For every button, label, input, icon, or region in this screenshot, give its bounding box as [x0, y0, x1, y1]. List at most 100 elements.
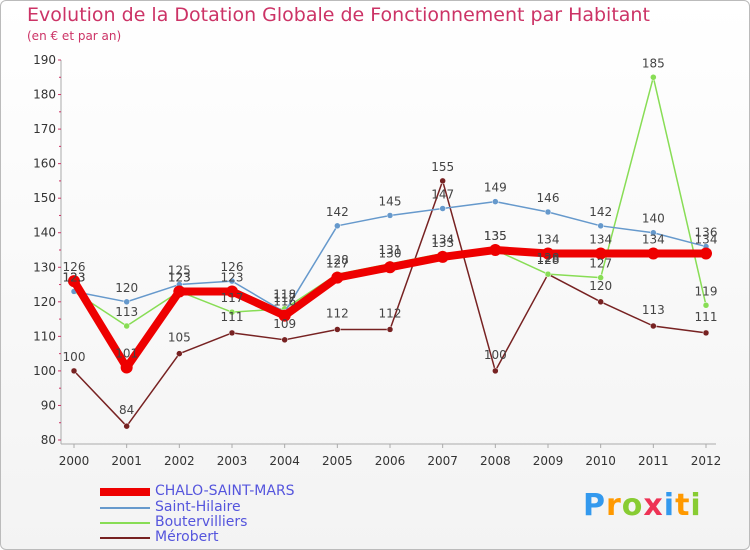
point-label: 100: [484, 348, 507, 362]
y-tick-label: 190: [33, 53, 56, 67]
x-tick-label: 2002: [164, 454, 195, 468]
point-label: 133: [431, 236, 454, 250]
point-label: 130: [379, 246, 402, 260]
data-point: [700, 247, 712, 260]
proxiti-logo: Proxiti: [583, 488, 702, 523]
legend-swatch: [100, 507, 150, 509]
logo-letter: i: [690, 488, 702, 523]
point-label: 128: [326, 253, 349, 267]
data-point: [228, 277, 236, 285]
x-tick-label: 2006: [375, 454, 406, 468]
point-label: 140: [642, 212, 665, 226]
point-label: 155: [431, 160, 454, 174]
y-tick-label: 130: [33, 260, 56, 274]
data-point: [436, 250, 449, 263]
data-point: [278, 309, 291, 322]
series-layer: [68, 74, 712, 430]
data-point: [544, 208, 552, 216]
legend-label: CHALO-SAINT-MARS: [155, 483, 295, 499]
point-label: 123: [168, 270, 191, 284]
legend-swatch: [100, 488, 150, 496]
logo-letter: r: [606, 488, 622, 523]
point-label: 118: [273, 288, 296, 302]
data-point: [597, 274, 604, 281]
data-point: [226, 285, 238, 298]
data-point: [123, 322, 130, 330]
point-label: 123: [63, 270, 86, 284]
point-label: 117: [221, 291, 244, 305]
data-point: [176, 350, 183, 357]
point-label: 127: [326, 257, 349, 271]
x-tick-label: 2011: [638, 454, 669, 468]
data-point: [594, 247, 607, 260]
point-label: 146: [537, 191, 560, 205]
point-label: 134: [589, 232, 612, 246]
point-label: 128: [537, 251, 560, 265]
y-tick-label: 110: [33, 329, 56, 343]
y-tick-label: 90: [41, 398, 56, 412]
point-label: 134: [537, 232, 560, 246]
point-label: 126: [221, 260, 244, 274]
y-tick-label: 80: [41, 433, 56, 447]
data-point: [331, 271, 344, 284]
point-label: 105: [168, 331, 191, 345]
chart-subtitle: (en € et par an): [27, 29, 122, 43]
data-point: [544, 270, 552, 278]
point-label: 113: [115, 305, 138, 319]
data-point: [228, 329, 236, 337]
point-label: 145: [379, 194, 402, 208]
y-tick-label: 140: [33, 226, 56, 240]
point-label: 112: [326, 306, 349, 320]
point-label: 111: [221, 310, 244, 324]
point-label: 123: [221, 270, 244, 284]
data-point: [542, 247, 554, 260]
y-tick-label: 160: [33, 157, 56, 171]
legend-swatch: [100, 537, 150, 539]
point-label: 120: [589, 279, 612, 293]
data-point: [70, 367, 78, 375]
y-tick-label: 170: [33, 122, 56, 136]
point-label: 123: [168, 270, 191, 284]
y-tick-label: 180: [33, 88, 56, 102]
x-tick-label: 2009: [533, 454, 564, 468]
data-point: [120, 361, 133, 374]
data-point: [650, 322, 657, 330]
point-label: 131: [379, 243, 402, 257]
point-label: 134: [642, 232, 665, 246]
y-tick-label: 100: [33, 364, 56, 378]
chart-title: Evolution de la Dotation Globale de Fonc…: [27, 4, 650, 26]
data-point: [439, 205, 446, 212]
data-point: [228, 308, 236, 316]
x-tick-label: 2001: [111, 454, 142, 468]
data-point: [647, 247, 660, 260]
data-point: [702, 302, 710, 309]
data-point: [281, 336, 288, 344]
data-point: [123, 298, 130, 306]
point-label: 134: [431, 232, 454, 246]
point-label: 111: [695, 310, 718, 324]
point-label: 125: [168, 264, 191, 278]
data-point: [702, 329, 710, 337]
logo-letter: o: [621, 488, 644, 523]
data-point: [492, 367, 499, 375]
legend-swatch: [100, 522, 150, 524]
logo-letter: x: [643, 488, 664, 523]
x-tick-label: 2003: [217, 454, 248, 468]
point-label: 120: [115, 281, 138, 295]
data-point: [386, 326, 394, 333]
point-label: 113: [642, 303, 665, 317]
data-point: [384, 261, 396, 274]
point-label: 112: [379, 306, 402, 320]
point-label: 100: [63, 350, 86, 364]
logo-letter: P: [583, 488, 606, 523]
x-tick-label: 2005: [322, 454, 353, 468]
point-label: 136: [695, 226, 718, 240]
logo-letter: t: [675, 488, 691, 523]
point-label: 126: [63, 260, 86, 274]
point-label: 109: [273, 317, 296, 331]
point-label: 101: [115, 346, 138, 360]
data-point: [334, 222, 341, 230]
data-point: [489, 244, 502, 256]
